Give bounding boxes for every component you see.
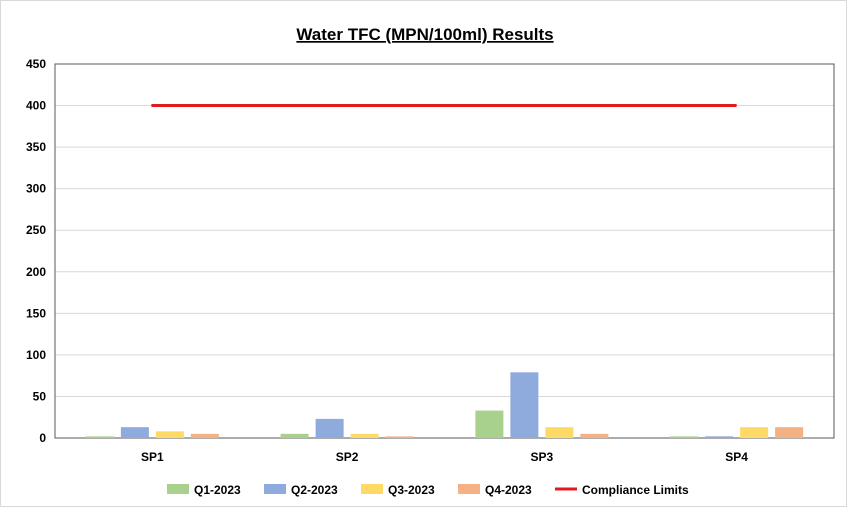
x-category-label: SP2 — [336, 450, 359, 464]
legend-label: Q2-2023 — [291, 483, 338, 497]
gridlines — [55, 105, 834, 397]
bar-q1-2023-sp3 — [475, 410, 504, 438]
legend-label: Q4-2023 — [485, 483, 532, 497]
bar-q4-2023-sp3 — [580, 433, 609, 438]
bar-q2-2023-sp3 — [510, 372, 539, 438]
x-category-label: SP3 — [531, 450, 554, 464]
legend-label: Q3-2023 — [388, 483, 435, 497]
chart-title: Water TFC (MPN/100ml) Results — [296, 25, 553, 44]
legend-label: Q1-2023 — [194, 483, 241, 497]
bars — [85, 372, 804, 438]
bar-q1-2023-sp4 — [670, 436, 699, 438]
y-tick-label: 300 — [26, 182, 46, 196]
y-tick-label: 350 — [26, 140, 46, 154]
bar-q2-2023-sp2 — [315, 418, 344, 438]
bar-q4-2023-sp2 — [385, 436, 414, 438]
plot-area — [54, 63, 835, 439]
bar-q1-2023-sp2 — [280, 433, 309, 438]
x-category-label: SP4 — [725, 450, 748, 464]
x-category-label: SP1 — [141, 450, 164, 464]
y-tick-label: 100 — [26, 348, 46, 362]
legend-swatch — [361, 484, 383, 494]
y-axis: 0 50 100 150 200 250 300 350 400 450 — [26, 57, 46, 445]
bar-q2-2023-sp1 — [120, 427, 149, 438]
bar-q2-2023-sp4 — [705, 436, 734, 438]
bar-q3-2023-sp4 — [740, 427, 769, 438]
legend-swatch — [264, 484, 286, 494]
legend-swatch — [167, 484, 189, 494]
x-axis: SP1 SP2 SP3 SP4 — [141, 450, 748, 464]
bar-q4-2023-sp4 — [775, 427, 804, 438]
bar-q3-2023-sp3 — [545, 427, 574, 438]
legend-swatch — [458, 484, 480, 494]
bar-q3-2023-sp1 — [155, 431, 184, 438]
legend: Q1-2023 Q2-2023 Q3-2023 Q4-2023 Compliance L… — [167, 483, 689, 497]
y-tick-label: 150 — [26, 306, 46, 320]
bar-q3-2023-sp2 — [350, 433, 379, 438]
bar-q4-2023-sp1 — [190, 433, 219, 438]
y-tick-label: 50 — [33, 389, 47, 403]
y-tick-label: 0 — [39, 431, 46, 445]
y-tick-label: 200 — [26, 265, 46, 279]
legend-label: Compliance Limits — [582, 483, 689, 497]
bar-q1-2023-sp1 — [85, 436, 114, 438]
y-tick-label: 250 — [26, 223, 46, 237]
y-tick-label: 450 — [26, 57, 46, 71]
y-tick-label: 400 — [26, 99, 46, 113]
